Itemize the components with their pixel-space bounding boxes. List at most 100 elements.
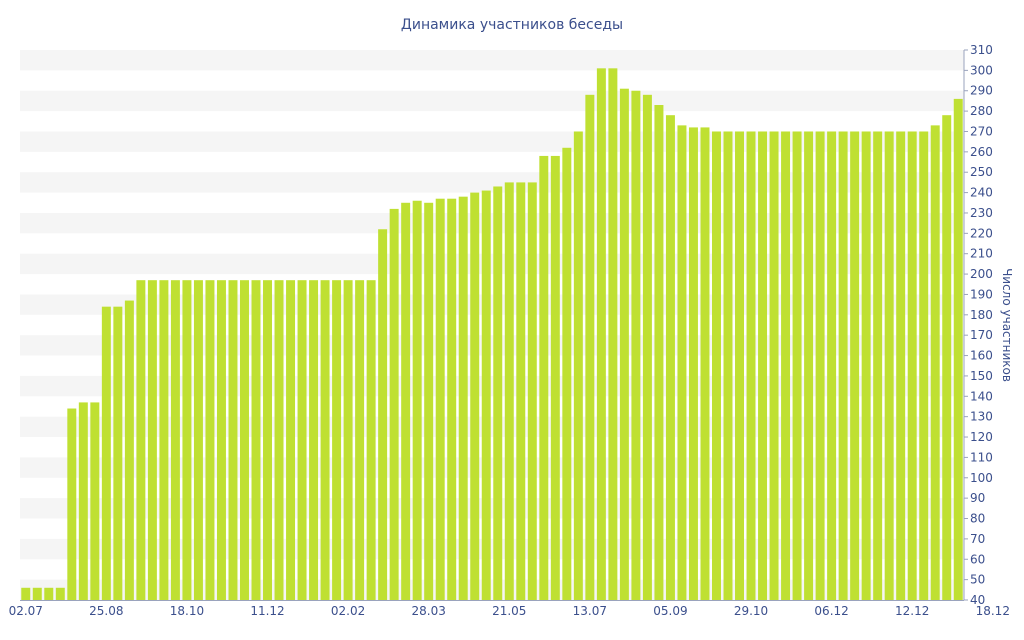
bar[interactable]	[320, 280, 330, 600]
bar[interactable]	[758, 131, 768, 601]
bar[interactable]	[539, 155, 549, 600]
bar[interactable]	[481, 190, 491, 600]
y-tick-label: 70	[970, 532, 985, 546]
bar[interactable]	[654, 105, 664, 600]
y-tick-label: 170	[970, 328, 993, 342]
bar[interactable]	[101, 306, 111, 600]
bar[interactable]	[608, 68, 618, 600]
bar[interactable]	[550, 155, 560, 600]
bar[interactable]	[516, 182, 526, 600]
bar[interactable]	[424, 202, 434, 600]
bar[interactable]	[504, 182, 514, 600]
bar[interactable]	[688, 127, 698, 600]
y-tick-label: 200	[970, 267, 993, 281]
bar[interactable]	[700, 127, 710, 600]
y-tick-label: 190	[970, 287, 993, 301]
bar[interactable]	[332, 280, 342, 600]
bar[interactable]	[827, 131, 837, 601]
bar[interactable]	[21, 587, 31, 600]
y-tick-label: 210	[970, 247, 993, 261]
bar[interactable]	[861, 131, 871, 601]
bar[interactable]	[355, 280, 365, 600]
bar[interactable]	[286, 280, 296, 600]
bar[interactable]	[907, 131, 917, 601]
bar[interactable]	[378, 229, 388, 600]
bar[interactable]	[435, 198, 445, 600]
bar[interactable]	[930, 125, 940, 601]
x-tick-label: 29.10	[734, 604, 768, 618]
y-tick-label: 270	[970, 124, 993, 138]
bar[interactable]	[44, 587, 54, 600]
x-tick-label: 28.03	[412, 604, 446, 618]
bar[interactable]	[447, 198, 457, 600]
x-tick-label: 25.08	[89, 604, 123, 618]
bar[interactable]	[366, 280, 376, 600]
bar[interactable]	[67, 408, 77, 600]
y-tick-label: 260	[970, 145, 993, 159]
bar[interactable]	[769, 131, 779, 601]
bar[interactable]	[642, 94, 652, 600]
bar[interactable]	[159, 280, 169, 600]
bar[interactable]	[32, 587, 42, 600]
bar[interactable]	[838, 131, 848, 601]
bar[interactable]	[240, 280, 249, 600]
bar[interactable]	[401, 202, 411, 600]
bar[interactable]	[527, 182, 537, 600]
bar[interactable]	[458, 196, 468, 601]
bar[interactable]	[389, 208, 399, 600]
bar[interactable]	[170, 280, 180, 600]
x-tick-label: 06.12	[814, 604, 848, 618]
bar[interactable]	[585, 94, 595, 600]
bar[interactable]	[781, 131, 791, 601]
bar[interactable]	[884, 131, 894, 601]
bar[interactable]	[343, 280, 353, 600]
bar[interactable]	[677, 125, 687, 601]
bar[interactable]	[412, 200, 422, 601]
bar[interactable]	[147, 280, 157, 600]
bar[interactable]	[942, 115, 952, 600]
x-tick-label: 11.12	[250, 604, 284, 618]
bar[interactable]	[850, 131, 860, 601]
bar[interactable]	[573, 131, 583, 601]
bar[interactable]	[815, 131, 825, 601]
bar[interactable]	[919, 131, 929, 601]
bar[interactable]	[90, 402, 100, 600]
bar[interactable]	[596, 68, 606, 600]
bar[interactable]	[470, 192, 480, 600]
x-tick-label: 02.07	[9, 604, 43, 618]
bar[interactable]	[78, 402, 88, 600]
bar[interactable]	[896, 131, 906, 601]
bar[interactable]	[723, 131, 733, 601]
y-tick-label: 40	[970, 593, 985, 607]
bar[interactable]	[55, 587, 65, 600]
bar[interactable]	[113, 306, 123, 600]
bars	[21, 68, 963, 601]
bar[interactable]	[309, 280, 319, 600]
bar[interactable]	[205, 280, 215, 600]
bar[interactable]	[873, 131, 883, 601]
bar[interactable]	[712, 131, 721, 601]
bar[interactable]	[746, 131, 756, 601]
bar[interactable]	[953, 98, 963, 600]
y-tick-label: 140	[970, 389, 993, 403]
bar[interactable]	[665, 115, 675, 600]
bar[interactable]	[631, 90, 641, 601]
bar[interactable]	[792, 131, 802, 601]
bar[interactable]	[562, 147, 572, 600]
bar[interactable]	[263, 280, 272, 600]
y-tick-label: 100	[970, 471, 993, 485]
bar[interactable]	[124, 300, 134, 600]
bar[interactable]	[182, 280, 192, 600]
bar[interactable]	[216, 280, 226, 600]
bar[interactable]	[297, 280, 307, 600]
bar[interactable]	[735, 131, 744, 601]
bar[interactable]	[619, 88, 629, 600]
bar[interactable]	[251, 280, 261, 600]
bar[interactable]	[136, 280, 146, 600]
x-tick-label: 02.02	[331, 604, 365, 618]
bar[interactable]	[493, 186, 503, 601]
bar[interactable]	[804, 131, 814, 601]
bar[interactable]	[274, 280, 284, 600]
bar[interactable]	[228, 280, 238, 600]
bar[interactable]	[193, 280, 203, 600]
